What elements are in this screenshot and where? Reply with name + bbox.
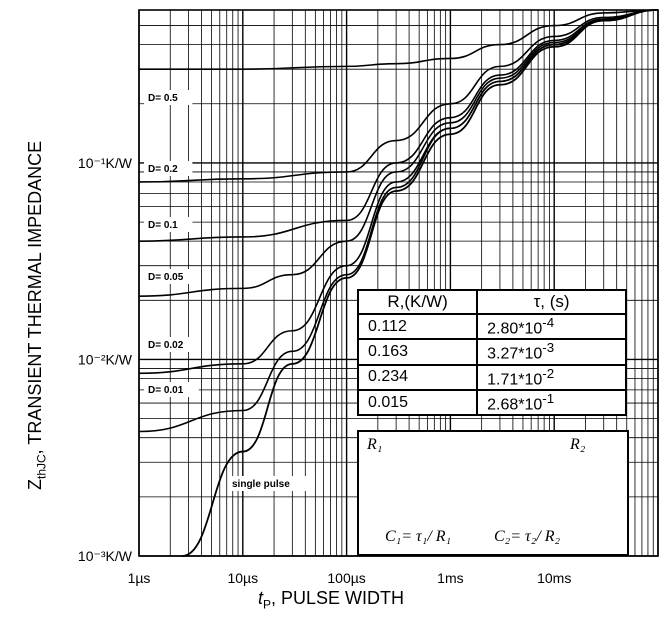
- circuit-r1-label: R₁: [367, 436, 383, 453]
- rc-table-tau-cell: 3.27*10-3: [476, 338, 627, 366]
- tau-base: 2.68*10: [487, 396, 543, 414]
- curve-label-backdrop: [144, 217, 193, 232]
- rc-table-tau-cell: 2.68*10-1: [476, 388, 627, 417]
- curve-label-text: D= 0.01: [148, 385, 184, 396]
- y-axis-name: TRANSIENT THERMAL IMPEDANCE: [25, 140, 45, 445]
- rc-table-r-cell: 0.163: [356, 338, 479, 366]
- curve-label-text: D= 0.2: [148, 164, 178, 175]
- series-line: [139, 9, 659, 70]
- x-axis-title: tP, PULSE WIDTH: [257, 588, 405, 612]
- curve-label-text: D= 0.05: [148, 272, 184, 283]
- rc-circuit-box: R₁ R₂ C₁= τ₁/ R₁ C₂= τ₂/ R₂: [357, 430, 629, 556]
- rc-table-row: 0.015 2.68*10-1: [356, 388, 627, 417]
- tau-exponent: -4: [542, 315, 555, 330]
- curve-label-backdrop: [144, 382, 199, 397]
- x-tick-label: 10ms: [537, 570, 571, 586]
- curve-label: D= 0.02: [144, 337, 199, 352]
- circuit-r2-label: R₂: [570, 436, 586, 453]
- curve-label-text: D= 0.02: [148, 340, 184, 351]
- series-line: [138, 9, 659, 297]
- y-axis-subscript: thJC: [34, 454, 49, 479]
- y-axis-title: ZthJC, TRANSIENT THERMAL IMPEDANCE: [25, 140, 49, 490]
- rc-table-header-r: R,(K/W): [356, 289, 479, 315]
- curve-label: D= 0.1: [144, 217, 193, 232]
- rc-table-row: 0.112 2.80*10-4: [356, 312, 627, 341]
- chart-curves: [138, 9, 659, 557]
- rc-table-header-row: R,(K/W) τ, (s): [356, 289, 627, 315]
- tau-exponent: -1: [542, 390, 555, 406]
- curve-label: D= 0.2: [144, 161, 193, 176]
- x-tick-label: 10µs: [227, 570, 258, 586]
- curve-label-text: D= 0.1: [148, 220, 178, 231]
- tau-exponent: -2: [542, 365, 555, 381]
- rc-table-header-tau: τ, (s): [476, 289, 627, 315]
- rc-table-r-cell: 0.015: [356, 388, 479, 417]
- x-tick-label: 100µs: [327, 570, 365, 586]
- series-line: [138, 9, 659, 242]
- tau-base: 2.80*10: [487, 320, 543, 338]
- tau-base: 1.71*10: [487, 370, 543, 388]
- curve-label-backdrop: [228, 476, 315, 491]
- x-axis-subscript: P: [262, 597, 271, 612]
- circuit-c1-formula: C₁= τ₁/ R₁: [385, 528, 452, 545]
- curve-label-backdrop: [144, 337, 199, 352]
- curve-label-backdrop: [144, 269, 199, 284]
- curve-label-text: D= 0.5: [148, 93, 178, 104]
- curve-label-backdrop: [144, 90, 193, 105]
- series-line: [138, 9, 659, 183]
- chart-ticks: 1µs 10µs 100µs 1ms 10ms 10⁻¹K/W 10⁻²K/W 10⁻³K/W: [78, 155, 571, 586]
- rc-table-row: 0.163 3.27*10-3: [356, 338, 627, 366]
- rc-table-tau-cell: 2.80*10-4: [476, 312, 627, 341]
- rc-parameter-table: R,(K/W) τ, (s) 0.112 2.80*10-4 0.163 3.2…: [356, 289, 627, 417]
- curve-label-backdrop: [144, 161, 193, 176]
- curve-label-text: single pulse: [232, 479, 290, 490]
- rc-table-r-cell: 0.112: [356, 312, 479, 341]
- curve-label: single pulse: [228, 476, 315, 491]
- chart-curve-labels: D= 0.5 D= 0.2 D= 0.1 D= 0.05 D= 0.02 D= 0.01 s…: [144, 90, 315, 491]
- tau-exponent: -3: [542, 340, 555, 356]
- rc-table-r-cell: 0.234: [356, 363, 479, 391]
- circuit-c2-formula: C₂= τ₂/ R₂: [494, 528, 561, 545]
- curve-label: D= 0.5: [144, 90, 193, 105]
- x-axis-symbol: t: [257, 588, 263, 608]
- series-line: [181, 9, 659, 557]
- y-axis-symbol: Z: [25, 479, 45, 490]
- rc-table-row: 0.234 1.71*10-2: [356, 363, 627, 391]
- series-line: [138, 9, 659, 433]
- x-tick-label: 1µs: [128, 570, 151, 586]
- y-tick-label: 10⁻²K/W: [78, 351, 133, 367]
- tau-base: 3.27*10: [487, 345, 543, 363]
- y-tick-label: 10⁻³K/W: [78, 548, 133, 564]
- rc-table-tau-cell: 1.71*10-2: [476, 363, 627, 391]
- x-axis-name: PULSE WIDTH: [281, 588, 405, 608]
- curve-label: D= 0.05: [144, 269, 199, 284]
- plot-frame: [138, 9, 659, 557]
- curve-label: D= 0.01: [144, 382, 199, 397]
- x-tick-label: 1ms: [437, 570, 463, 586]
- y-tick-label: 10⁻¹K/W: [78, 155, 133, 171]
